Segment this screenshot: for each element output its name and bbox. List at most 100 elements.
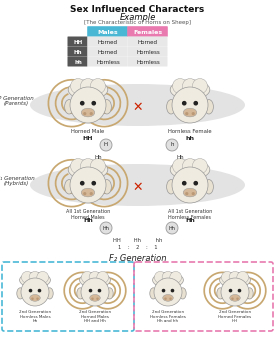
Circle shape [172,159,188,174]
Ellipse shape [102,180,111,194]
Circle shape [71,159,86,174]
Text: [The Characteristic of Horns on Sheep]: [The Characteristic of Horns on Sheep] [84,20,191,25]
Text: Hornless: Hornless [96,60,120,64]
Text: 2nd Generation
Hornless Females
Hh and hh: 2nd Generation Hornless Females Hh and h… [150,310,186,323]
Circle shape [238,289,241,292]
Ellipse shape [150,288,157,299]
Circle shape [162,289,165,292]
Ellipse shape [179,288,186,299]
Text: Males: Males [98,29,118,35]
Text: Hornless: Hornless [136,49,160,55]
Circle shape [29,271,41,283]
Text: Hh: Hh [103,225,109,231]
Circle shape [193,181,198,186]
Circle shape [90,112,93,115]
Circle shape [21,278,49,306]
FancyBboxPatch shape [128,47,167,56]
Circle shape [182,159,197,174]
Circle shape [91,101,96,106]
Circle shape [193,101,198,106]
Text: ✕: ✕ [132,181,143,194]
Circle shape [237,271,249,283]
Text: All 1st Generation
Horned Males: All 1st Generation Horned Males [66,209,110,220]
Text: Horned: Horned [98,49,118,55]
Text: 2nd Generation
Horned Females
HH: 2nd Generation Horned Females HH [218,310,252,323]
Ellipse shape [220,272,251,288]
Ellipse shape [170,160,210,180]
Circle shape [90,78,105,94]
Text: hh: hh [186,136,194,141]
Ellipse shape [20,272,50,288]
FancyBboxPatch shape [128,56,167,66]
Ellipse shape [153,272,183,288]
Ellipse shape [204,180,213,194]
Circle shape [31,298,34,300]
Circle shape [83,112,86,115]
Circle shape [162,271,174,283]
Ellipse shape [81,108,95,117]
FancyBboxPatch shape [127,26,168,37]
Circle shape [70,87,106,123]
Ellipse shape [163,294,173,301]
Circle shape [154,278,182,306]
Circle shape [192,192,195,195]
Circle shape [164,298,167,300]
Circle shape [98,289,101,292]
Circle shape [170,271,182,283]
Ellipse shape [30,84,245,126]
Circle shape [171,289,174,292]
Text: Hornless Female: Hornless Female [168,129,212,134]
Circle shape [80,181,85,186]
Ellipse shape [204,100,213,114]
Text: Sex Influenced Characters: Sex Influenced Characters [70,5,205,14]
Circle shape [89,271,101,283]
Circle shape [229,289,232,292]
Ellipse shape [77,288,84,299]
Circle shape [221,278,249,306]
Circle shape [100,139,112,151]
FancyBboxPatch shape [87,36,128,47]
Circle shape [172,87,208,123]
FancyBboxPatch shape [67,56,87,66]
Text: Example: Example [119,13,156,22]
Ellipse shape [167,100,176,114]
Text: P Generation
(Parents): P Generation (Parents) [0,96,34,106]
Ellipse shape [81,188,95,197]
Ellipse shape [46,288,53,299]
Circle shape [185,112,188,115]
Circle shape [166,222,178,234]
Ellipse shape [17,288,24,299]
Circle shape [97,271,109,283]
Circle shape [83,192,86,195]
Text: Hh: Hh [185,218,195,223]
Ellipse shape [68,80,108,100]
Text: HH        Hh         hh: HH Hh hh [113,238,162,243]
Circle shape [21,271,33,283]
Text: 2nd Generation
Hornless Males
hh: 2nd Generation Hornless Males hh [19,310,51,323]
Circle shape [90,159,105,174]
Text: Hornless: Hornless [136,60,160,64]
Text: h: h [170,142,174,147]
Ellipse shape [170,80,210,100]
Circle shape [81,78,95,94]
Circle shape [236,298,239,300]
Circle shape [192,78,207,94]
Text: Hh: Hh [83,218,93,223]
Circle shape [37,271,49,283]
Text: 1    :    2    :    1: 1 : 2 : 1 [118,245,157,250]
Circle shape [172,167,208,203]
Ellipse shape [65,100,74,114]
Text: Hh: Hh [74,49,82,55]
Circle shape [166,139,178,151]
Circle shape [192,112,195,115]
Text: ✕: ✕ [132,100,143,113]
Circle shape [91,181,96,186]
Ellipse shape [167,180,176,194]
Text: Hh: Hh [94,155,102,160]
Circle shape [172,78,188,94]
Ellipse shape [246,288,253,299]
Text: HH: HH [83,136,93,141]
Circle shape [182,101,186,106]
FancyBboxPatch shape [67,47,87,56]
FancyBboxPatch shape [87,26,128,37]
